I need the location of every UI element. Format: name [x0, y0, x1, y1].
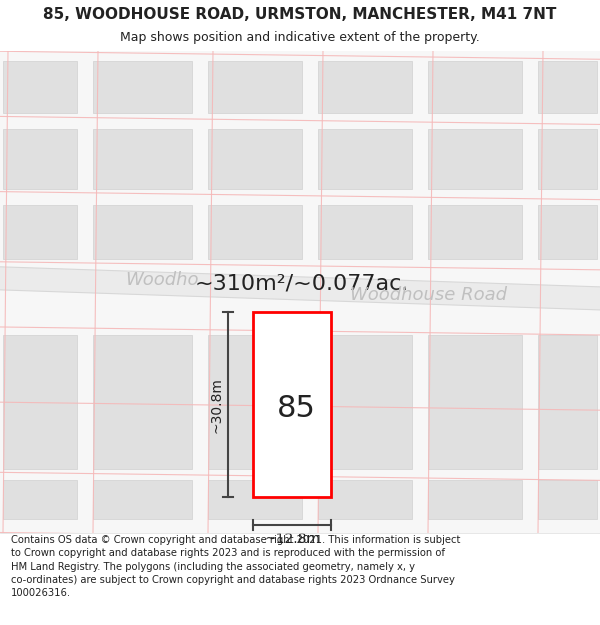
Bar — [253, 312, 331, 498]
Text: Woodhouse Road: Woodhouse Road — [350, 286, 507, 304]
Bar — [428, 129, 522, 189]
Bar — [3, 61, 77, 113]
Bar — [318, 129, 412, 189]
Bar — [538, 129, 597, 189]
Text: ~12.8m: ~12.8m — [264, 531, 320, 546]
Bar — [3, 129, 77, 189]
Bar — [3, 335, 77, 469]
Text: 85: 85 — [277, 394, 316, 423]
Bar — [428, 204, 522, 259]
Text: ~30.8m: ~30.8m — [210, 377, 224, 432]
Bar — [538, 61, 597, 113]
Bar — [93, 481, 192, 519]
Bar — [93, 204, 192, 259]
Bar — [538, 335, 597, 469]
Bar — [3, 204, 77, 259]
Bar — [208, 204, 302, 259]
Bar — [208, 481, 302, 519]
Bar — [3, 481, 77, 519]
Bar — [208, 61, 302, 113]
Bar — [428, 61, 522, 113]
Bar — [428, 481, 522, 519]
Bar — [208, 129, 302, 189]
Polygon shape — [0, 267, 600, 310]
Text: Woodho: Woodho — [125, 271, 199, 289]
Text: 85, WOODHOUSE ROAD, URMSTON, MANCHESTER, M41 7NT: 85, WOODHOUSE ROAD, URMSTON, MANCHESTER,… — [43, 7, 557, 22]
Bar — [318, 481, 412, 519]
Bar — [208, 335, 302, 469]
Text: ~310m²/~0.077ac.: ~310m²/~0.077ac. — [195, 274, 409, 294]
Bar — [538, 204, 597, 259]
Bar — [318, 61, 412, 113]
Bar — [93, 129, 192, 189]
Bar — [93, 335, 192, 469]
Text: Map shows position and indicative extent of the property.: Map shows position and indicative extent… — [120, 31, 480, 44]
Text: Contains OS data © Crown copyright and database right 2021. This information is : Contains OS data © Crown copyright and d… — [11, 535, 460, 598]
Bar — [538, 481, 597, 519]
Bar — [318, 335, 412, 469]
Bar — [93, 61, 192, 113]
Bar — [318, 204, 412, 259]
Bar — [428, 335, 522, 469]
